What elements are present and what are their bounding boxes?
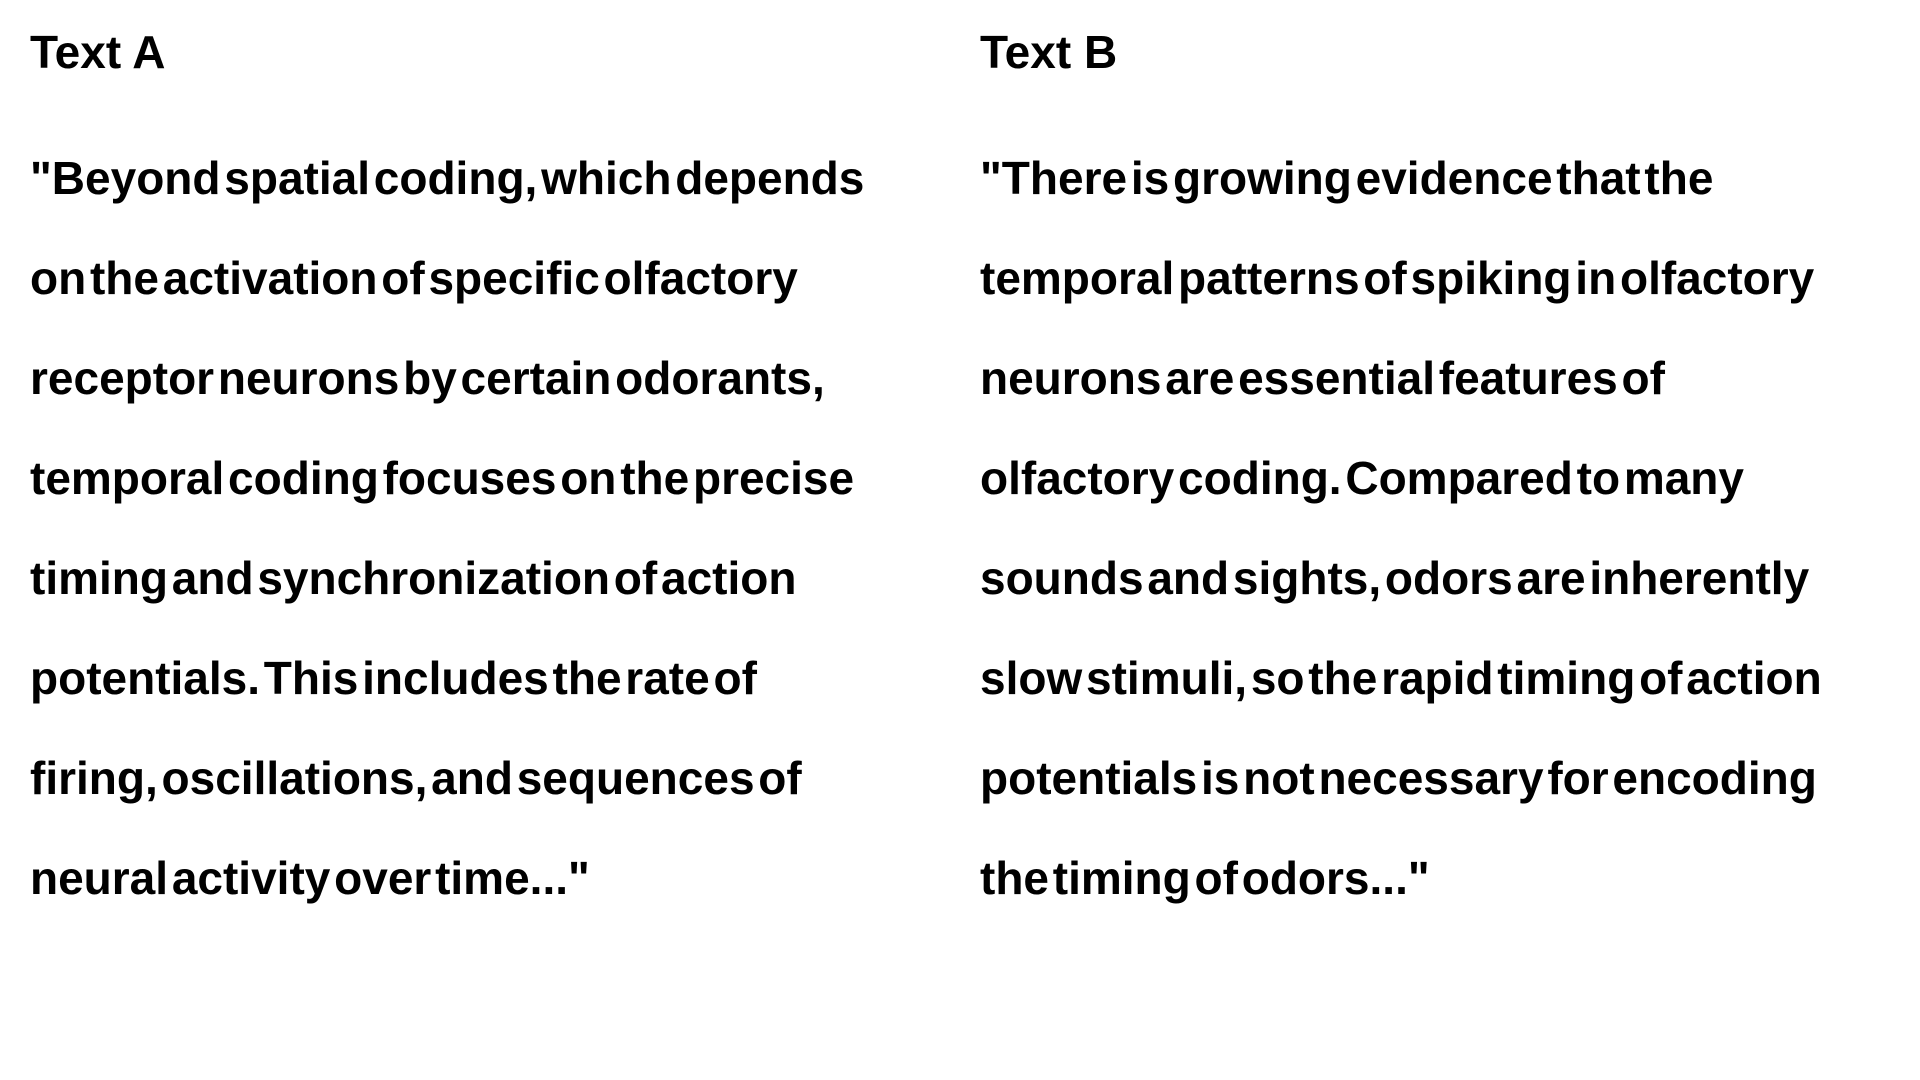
text-a-heading: Text A <box>30 26 166 78</box>
text-a-line: temporal coding focuses on the precise <box>30 452 855 504</box>
text-a-line: receptor neurons by certain odorants, <box>30 352 825 404</box>
text-b-line: "There is growing evidence that the <box>980 152 1714 204</box>
text-b-body: "There is growing evidence that the temp… <box>980 128 1900 928</box>
text-b-line: temporal patterns of spiking in olfactor… <box>980 252 1815 304</box>
text-a-line: "Beyond spatial coding, which depends <box>30 152 865 204</box>
text-b-line: olfactory coding. Compared to many <box>980 452 1744 504</box>
text-a-line: neural activity over time..." <box>30 852 590 904</box>
text-b-line: neurons are essential features of <box>980 352 1665 404</box>
text-b-line: sounds and sights, odors are inherently <box>980 552 1810 604</box>
text-b-heading: Text B <box>980 26 1118 78</box>
text-b-line: potentials is not necessary for encoding <box>980 752 1817 804</box>
text-a-line: firing, oscillations, and sequences of <box>30 752 802 804</box>
text-a-column: Text A "Beyond spatial coding, which dep… <box>30 24 960 928</box>
text-b-line: the timing of odors..." <box>980 852 1430 904</box>
text-a-line: potentials. This includes the rate of <box>30 652 757 704</box>
text-a-line: on the activation of specific olfactory <box>30 252 798 304</box>
text-a-body: "Beyond spatial coding, which depends on… <box>30 128 960 928</box>
text-b-column: Text B "There is growing evidence that t… <box>980 24 1900 928</box>
text-a-line: timing and synchronization of action <box>30 552 797 604</box>
text-b-line: slow stimuli, so the rapid timing of act… <box>980 652 1822 704</box>
